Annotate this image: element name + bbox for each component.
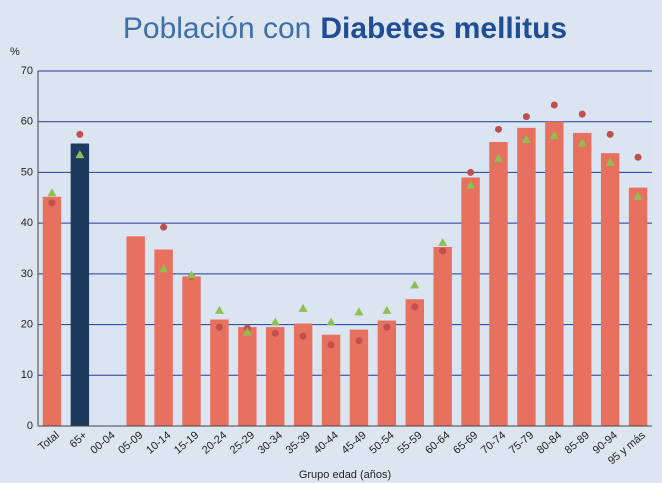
title-emphasis: Diabetes mellitus (320, 12, 567, 45)
bar (573, 132, 592, 426)
marker-triangle (159, 264, 169, 273)
marker-triangle (605, 157, 615, 166)
bar (545, 121, 564, 426)
bar (42, 196, 62, 426)
marker-dot (467, 168, 475, 176)
marker-triangle (438, 237, 448, 246)
marker-triangle (382, 305, 392, 314)
bar (293, 323, 313, 426)
marker-dot (271, 329, 279, 337)
marker-dot (76, 130, 84, 138)
bar (461, 177, 480, 426)
bar (433, 246, 452, 426)
y-tick-label: 20 (21, 318, 33, 330)
marker-triangle (47, 188, 57, 197)
marker-dot (215, 323, 223, 331)
y-tick-label: 30 (21, 268, 33, 280)
y-tick-label: 10 (21, 369, 33, 381)
y-tick-label: 60 (21, 116, 33, 128)
marker-dot (355, 337, 363, 345)
marker-triangle (187, 270, 196, 279)
marker-dot (383, 323, 391, 331)
bar (600, 153, 620, 426)
bar (154, 249, 173, 426)
y-axis-label: % (10, 46, 20, 58)
marker-dot (634, 153, 642, 161)
marker-dot (522, 113, 530, 121)
marker-triangle (298, 303, 308, 312)
marker-triangle (410, 280, 420, 289)
bar (377, 320, 397, 426)
marker-triangle (214, 305, 224, 314)
bar (489, 142, 508, 426)
marker-dot (550, 101, 558, 109)
bar (182, 276, 201, 426)
x-axis-label: Grupo edad (años) (299, 469, 391, 481)
marker-dot (48, 199, 56, 207)
bar (210, 319, 229, 426)
bar (238, 327, 257, 426)
marker-dot (411, 303, 419, 311)
bar (126, 236, 145, 426)
marker-dot (495, 125, 502, 133)
marker-dot (578, 110, 586, 118)
chart-title: Población con Diabetes mellitus (123, 12, 567, 45)
marker-triangle (549, 130, 559, 139)
bar (266, 327, 285, 426)
bar (70, 143, 90, 426)
y-tick-label: 70 (21, 65, 33, 77)
bar (628, 187, 648, 426)
marker-dot (299, 332, 307, 340)
y-tick-label: 50 (21, 166, 33, 178)
y-tick-label: 0 (27, 420, 33, 432)
marker-triangle (633, 191, 643, 200)
marker-dot (606, 130, 614, 138)
marker-triangle (270, 317, 280, 326)
marker-triangle (466, 180, 476, 189)
bar (349, 329, 369, 426)
marker-triangle (242, 327, 252, 336)
marker-triangle (326, 317, 336, 326)
bar (405, 299, 424, 426)
bar (321, 334, 341, 426)
marker-triangle (577, 138, 587, 147)
marker-triangle (494, 153, 503, 162)
marker-triangle (75, 150, 85, 159)
y-tick-label: 40 (21, 217, 33, 229)
title-text: Población con (123, 12, 311, 45)
marker-dot (160, 223, 168, 231)
marker-triangle (521, 134, 531, 143)
bar (517, 127, 536, 427)
marker-triangle (354, 307, 364, 316)
marker-dot (439, 247, 447, 255)
marker-dot (327, 341, 335, 349)
